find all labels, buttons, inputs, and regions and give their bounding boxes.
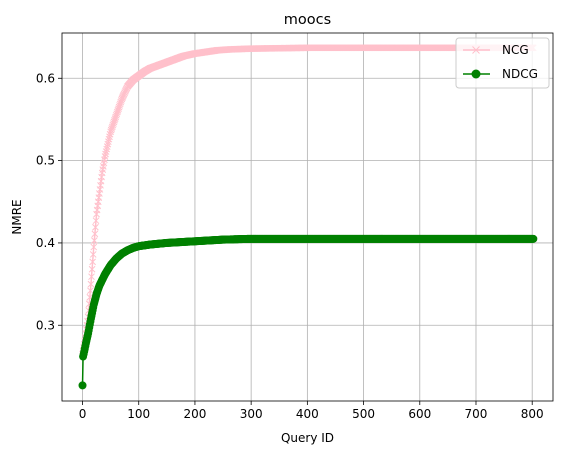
- x-tick-label: 300: [240, 407, 263, 421]
- x-tick-label: 700: [465, 407, 488, 421]
- x-tick-label: 600: [408, 407, 431, 421]
- y-tick-label: 0.5: [36, 154, 55, 168]
- legend-label: NDCG: [502, 67, 538, 81]
- data-point: [529, 235, 537, 243]
- y-tick-label: 0.3: [36, 318, 55, 332]
- x-tick-label: 0: [79, 407, 87, 421]
- x-tick-label: 100: [127, 407, 150, 421]
- y-tick-label: 0.6: [36, 71, 55, 85]
- data-point: [79, 381, 87, 389]
- legend-marker: [472, 70, 481, 79]
- x-tick-label: 200: [183, 407, 206, 421]
- legend: NCG NDCG: [456, 38, 549, 88]
- x-tick-label: 400: [296, 407, 319, 421]
- y-axis-label: NMRE: [10, 199, 24, 234]
- chart-title: moocs: [284, 12, 331, 28]
- y-tick-label: 0.4: [36, 236, 55, 250]
- x-tick-label: 800: [521, 407, 544, 421]
- x-axis-label: Query ID: [281, 431, 334, 445]
- x-tick-label: 500: [352, 407, 375, 421]
- legend-label: NCG: [502, 43, 529, 57]
